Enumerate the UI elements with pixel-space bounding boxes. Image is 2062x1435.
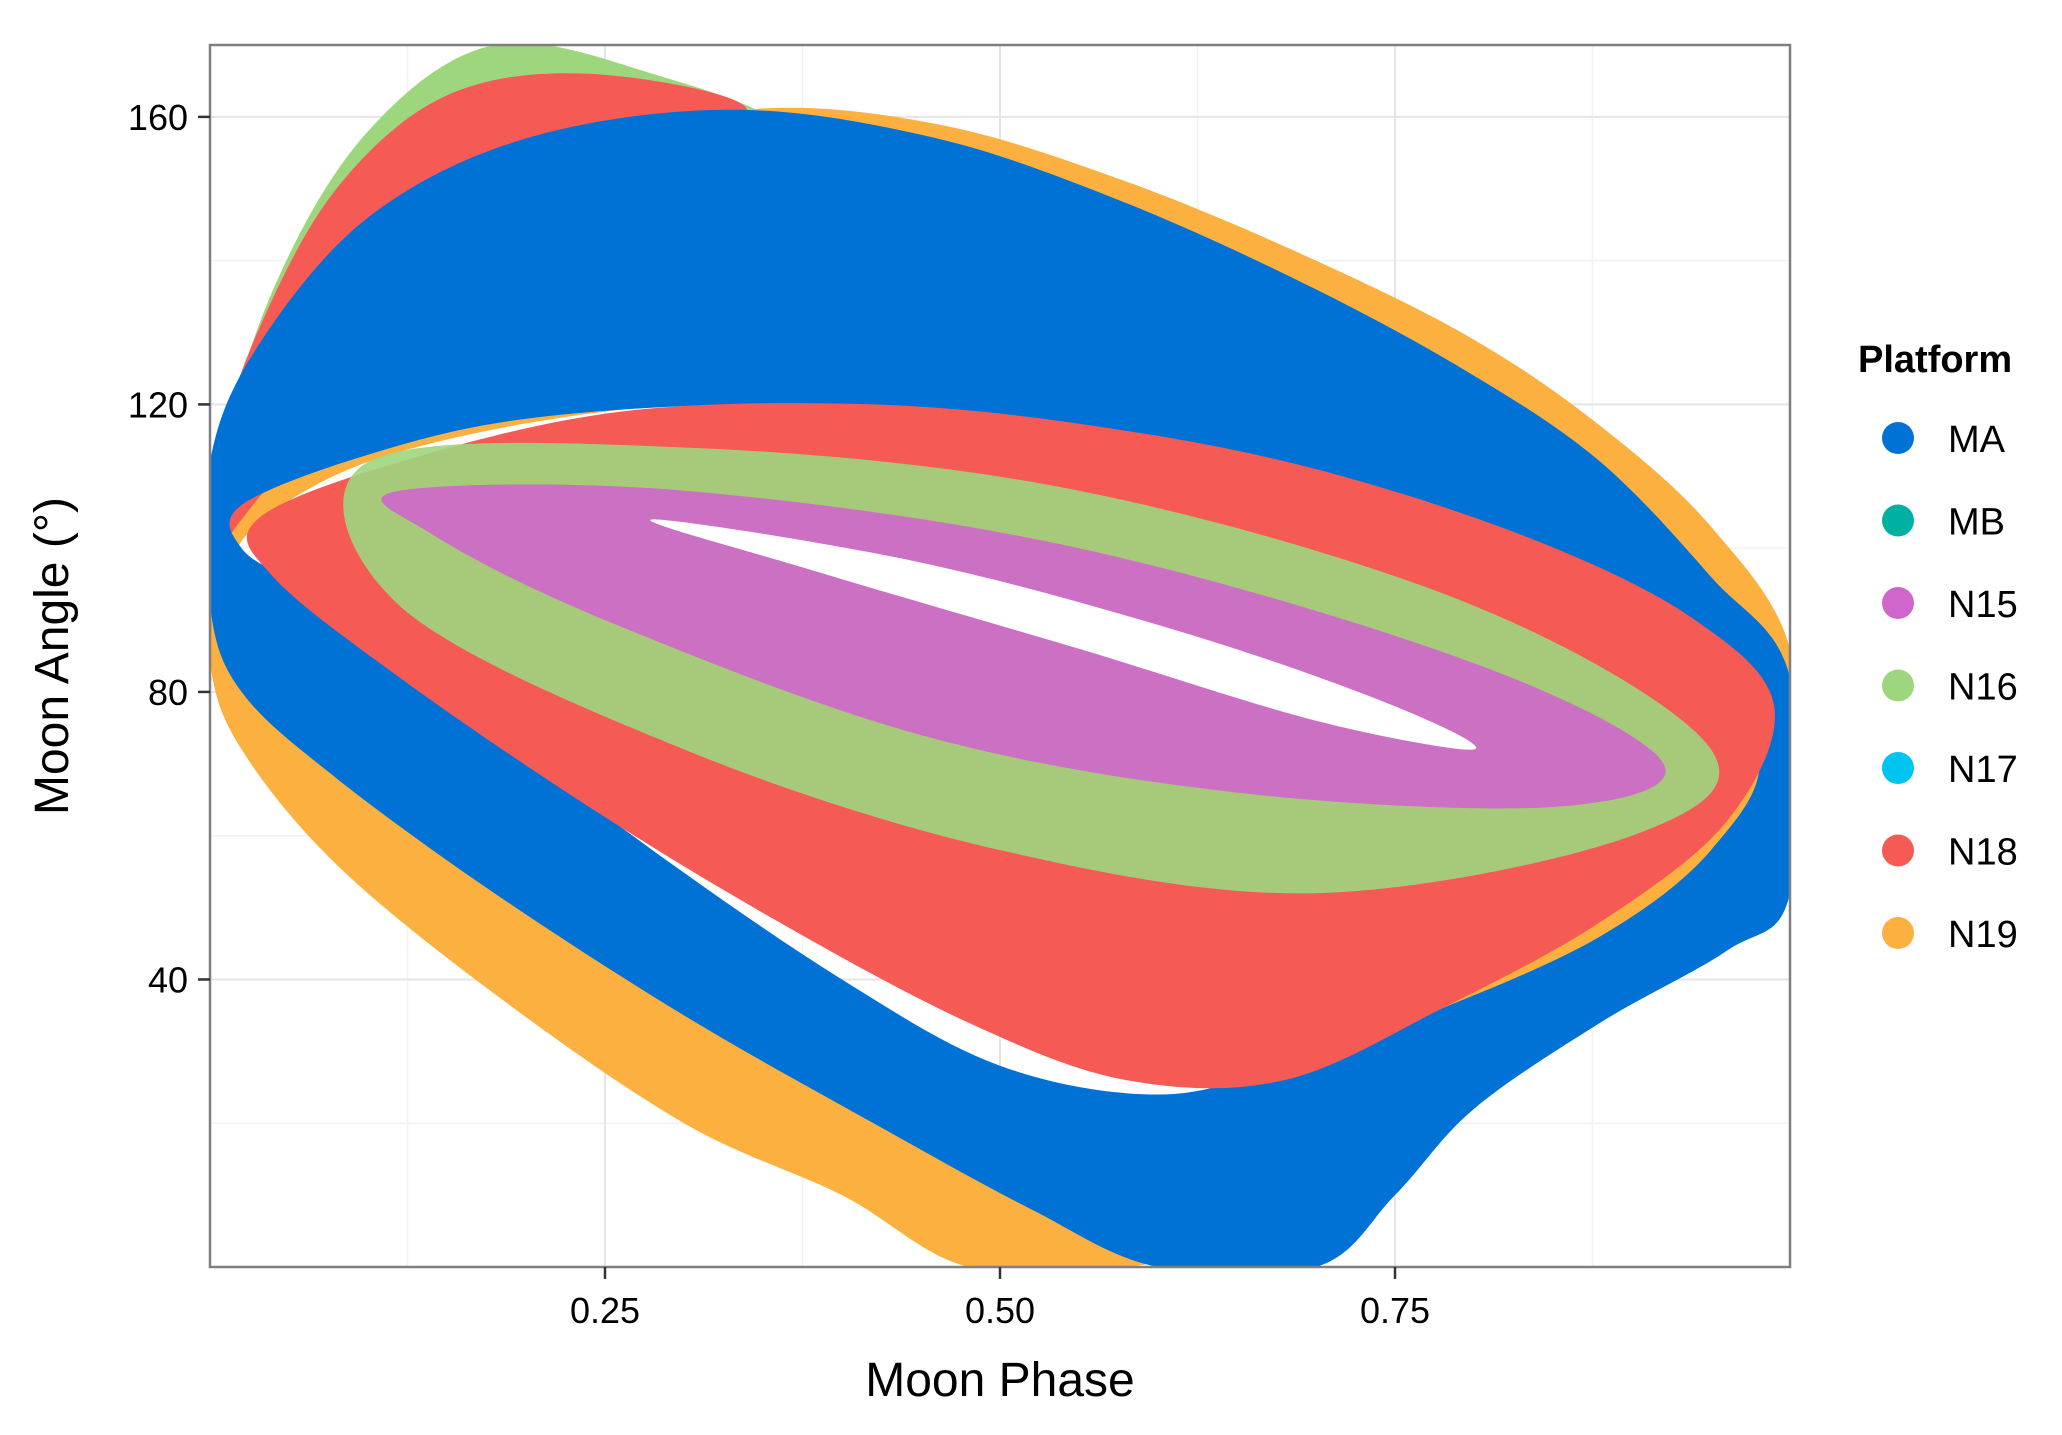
legend-label: MA bbox=[1948, 419, 2006, 461]
legend-item-n19: N19 bbox=[1882, 914, 2018, 956]
series-band-ma bbox=[210, 109, 1790, 1267]
y-axis: 40 80 120 160 bbox=[128, 97, 210, 1000]
series-gap bbox=[650, 519, 1477, 750]
legend-swatch bbox=[1882, 422, 1914, 454]
legend-item-mb: MB bbox=[1882, 502, 2005, 544]
legend-item-ma: MA bbox=[1882, 419, 2006, 461]
legend-label: N16 bbox=[1948, 667, 2018, 709]
y-tick-label: 80 bbox=[148, 672, 188, 713]
x-axis-label: Moon Phase bbox=[865, 1354, 1135, 1407]
legend-item-n16: N16 bbox=[1882, 667, 2018, 709]
legend-swatch bbox=[1882, 752, 1914, 784]
y-axis-label: Moon Angle (°) bbox=[26, 497, 79, 815]
legend-item-n15: N15 bbox=[1882, 584, 2018, 626]
series-band-n18 bbox=[210, 73, 748, 564]
legend-swatch bbox=[1882, 587, 1914, 619]
legend-swatch bbox=[1882, 504, 1914, 537]
x-tick-label: 0.50 bbox=[965, 1290, 1035, 1331]
legend-label: N17 bbox=[1948, 749, 2018, 791]
legend-swatch bbox=[1882, 669, 1914, 702]
legend-label: MB bbox=[1948, 502, 2005, 544]
legend-item-n17: N17 bbox=[1882, 749, 2018, 791]
legend: Platform MA MB N15 N16 N17 N18 N19 bbox=[1858, 339, 2018, 956]
legend-swatch bbox=[1882, 834, 1914, 867]
x-tick-label: 0.25 bbox=[570, 1290, 640, 1331]
y-tick-label: 40 bbox=[148, 959, 188, 1000]
x-axis: 0.25 0.50 0.75 bbox=[570, 1267, 1430, 1331]
data-bands bbox=[210, 45, 1790, 1267]
y-tick-label: 160 bbox=[128, 97, 188, 138]
legend-label: N15 bbox=[1948, 584, 2018, 626]
y-tick-label: 120 bbox=[128, 384, 188, 425]
legend-entries: MA MB N15 N16 N17 N18 N19 bbox=[1882, 419, 2018, 956]
legend-label: N19 bbox=[1948, 914, 2018, 956]
legend-title: Platform bbox=[1858, 339, 2012, 381]
legend-swatch bbox=[1882, 917, 1914, 949]
legend-item-n18: N18 bbox=[1882, 832, 2018, 874]
legend-label: N18 bbox=[1948, 832, 2018, 874]
x-tick-label: 0.75 bbox=[1360, 1290, 1430, 1331]
